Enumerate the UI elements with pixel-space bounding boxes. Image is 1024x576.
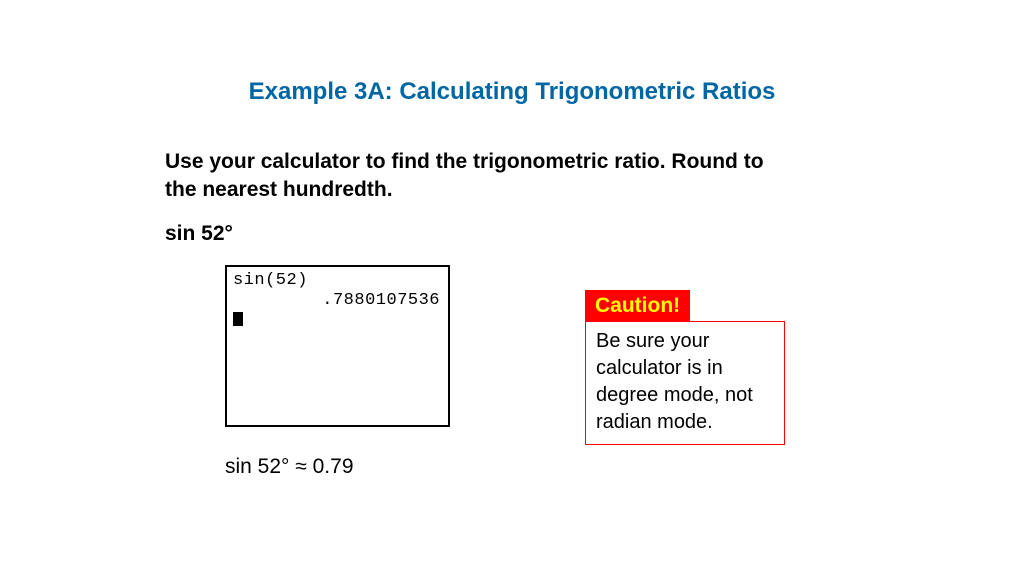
calc-cursor-line: [233, 310, 442, 330]
cursor-icon: [233, 312, 243, 326]
problem-text: sin 52°: [165, 222, 233, 246]
caution-body: Be sure your calculator is in degree mod…: [585, 321, 785, 445]
caution-header: Caution!: [585, 290, 690, 322]
calc-input-line: sin(52): [233, 271, 442, 291]
slide-title: Example 3A: Calculating Trigonometric Ra…: [0, 78, 1024, 106]
calculator-screen: sin(52) .7880107536: [225, 265, 450, 427]
answer-text: sin 52° ≈ 0.79: [225, 455, 354, 479]
caution-box: Caution! Be sure your calculator is in d…: [585, 290, 785, 445]
calc-result-line: .7880107536: [233, 291, 442, 311]
instruction-text: Use your calculator to find the trigonom…: [165, 148, 785, 205]
